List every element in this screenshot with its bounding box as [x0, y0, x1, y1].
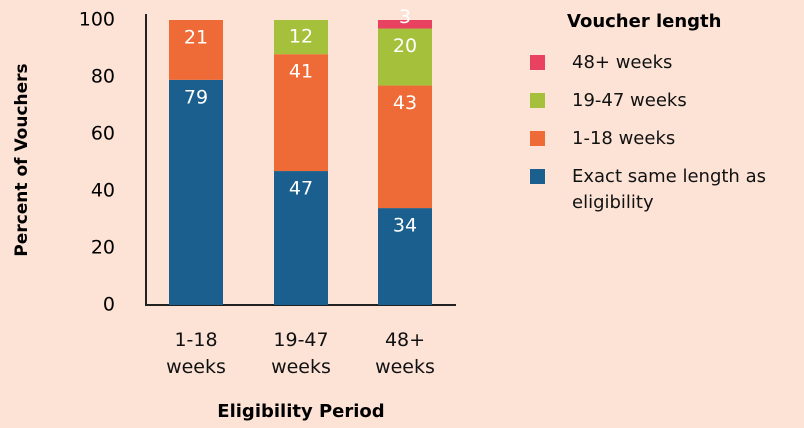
- data-label: 34: [393, 215, 417, 237]
- y-tick-label: 0: [103, 294, 115, 316]
- legend-label: 1-18 weeks: [572, 128, 676, 149]
- data-label: 43: [393, 92, 417, 114]
- bar-segment: [378, 85, 432, 209]
- y-axis-title: Percent of Vouchers: [12, 63, 32, 256]
- data-label: 12: [289, 26, 313, 48]
- x-axis-title: Eligibility Period: [217, 401, 384, 422]
- data-label: 41: [289, 61, 313, 83]
- data-label: 20: [393, 35, 417, 57]
- legend-title: Voucher length: [567, 11, 721, 32]
- bar-segment: [169, 20, 223, 80]
- legend-swatch: [530, 93, 545, 108]
- x-tick-label: 1-18 weeks: [166, 329, 226, 378]
- legend-label: Exact same length as eligibility: [572, 166, 766, 213]
- y-tick-label: 40: [91, 180, 115, 202]
- y-tick-label: 20: [91, 237, 115, 259]
- bar-segment: [274, 20, 328, 55]
- x-tick-label: 19-47 weeks: [271, 329, 331, 378]
- data-label: 47: [289, 178, 313, 200]
- bar-segment: [378, 28, 432, 86]
- legend-swatch: [530, 55, 545, 70]
- legend-swatch: [530, 169, 545, 184]
- bar-segment: [378, 208, 432, 305]
- data-label: 21: [184, 27, 208, 49]
- bar-segment: [274, 171, 328, 305]
- y-tick-label: 80: [91, 66, 115, 88]
- bar-segment: [169, 79, 223, 305]
- bar-segment: [274, 54, 328, 172]
- legend-label: 19-47 weeks: [572, 90, 687, 111]
- y-tick-label: 60: [91, 123, 115, 145]
- legend-label: 48+ weeks: [572, 52, 673, 73]
- legend-swatch: [530, 131, 545, 146]
- data-label: 79: [184, 86, 208, 108]
- data-label: 3: [399, 6, 411, 28]
- x-tick-label: 48+ weeks: [375, 329, 435, 378]
- bar-segment: [378, 20, 432, 29]
- y-tick-label: 100: [79, 9, 115, 31]
